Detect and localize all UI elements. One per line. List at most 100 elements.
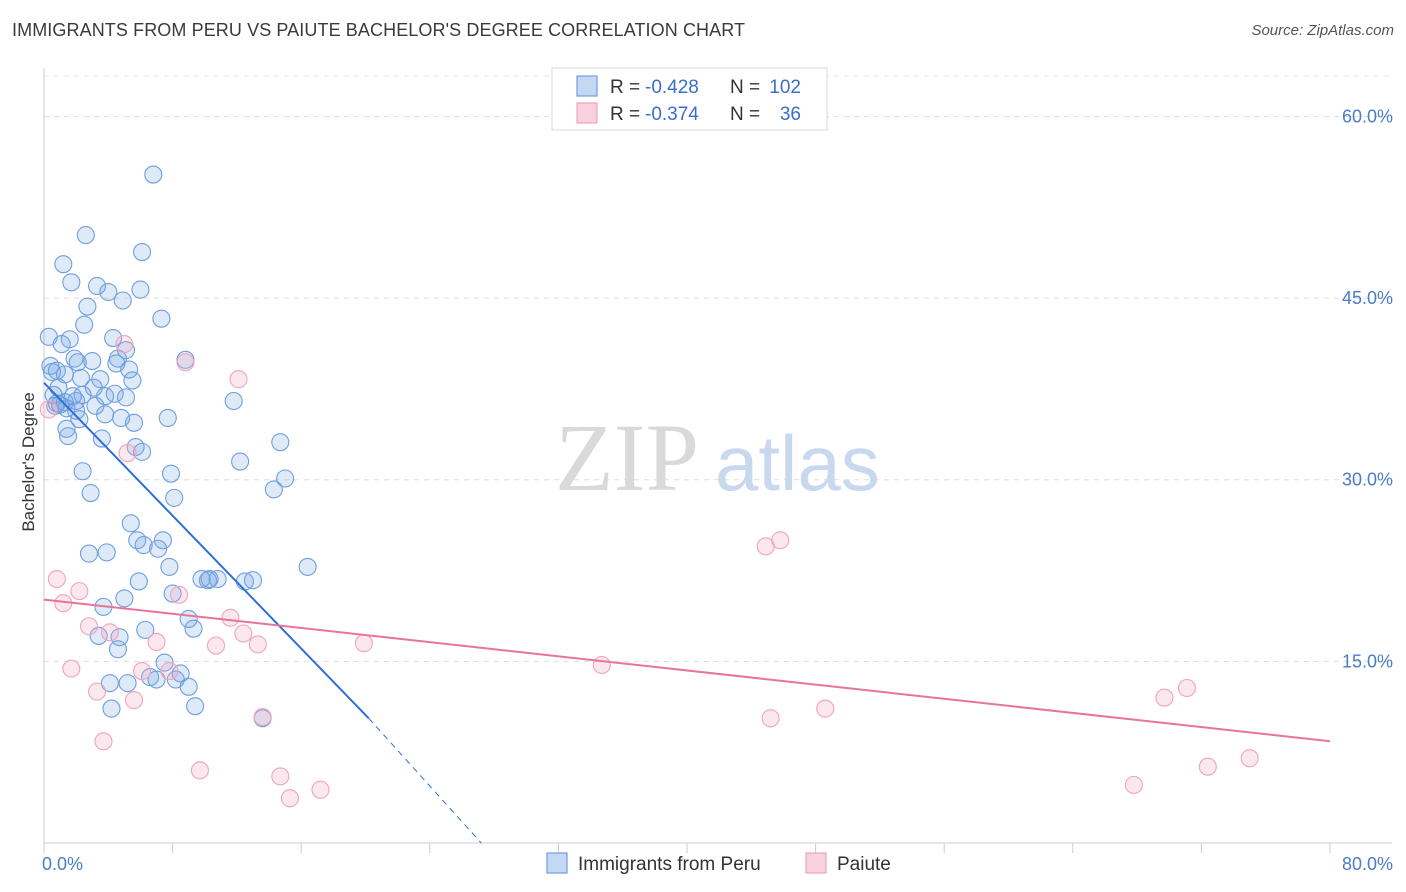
data-points bbox=[39, 165, 1259, 808]
peru-point-59 bbox=[134, 536, 153, 555]
peru-point-32 bbox=[91, 370, 110, 389]
watermark-atlas: atlas bbox=[715, 419, 880, 507]
paiute-point-27 bbox=[354, 634, 373, 653]
paiute-point-35 bbox=[1177, 678, 1196, 698]
legend-swatch-paiute-series bbox=[805, 852, 827, 874]
y-axis-label: Bachelor's Degree bbox=[19, 392, 38, 531]
y-tick-label-2: 45.0% bbox=[1342, 288, 1393, 308]
paiute-trend-line bbox=[43, 598, 1331, 743]
peru-point-18 bbox=[68, 353, 87, 372]
paiute-point-8 bbox=[100, 623, 119, 642]
peru-point-47 bbox=[115, 589, 134, 608]
peru-trend-line bbox=[43, 382, 370, 719]
axes bbox=[43, 68, 1392, 853]
paiute-point-5 bbox=[79, 617, 99, 636]
y-tick-label-1: 30.0% bbox=[1342, 470, 1393, 490]
peru-point-90 bbox=[271, 433, 290, 452]
peru-point-88 bbox=[264, 480, 283, 499]
legend-stats: R = -0.428 N = 102 R = -0.374 N = 36 bbox=[551, 67, 828, 131]
peru-point-70 bbox=[163, 584, 182, 603]
source-label: Source: ZipAtlas.com bbox=[1251, 22, 1394, 39]
peru-point-36 bbox=[97, 543, 116, 562]
paiute-point-7 bbox=[94, 732, 113, 751]
paiute-point-21 bbox=[234, 624, 253, 643]
paiute-point-34 bbox=[1155, 688, 1174, 707]
peru-point-13 bbox=[60, 330, 79, 349]
watermark-zip: ZIP bbox=[555, 404, 699, 511]
paiute-point-17 bbox=[190, 761, 209, 780]
peru-point-73 bbox=[171, 664, 190, 683]
paiute-point-10 bbox=[115, 335, 134, 354]
legend-r-label-paiute: R = bbox=[610, 104, 640, 125]
paiute-point-30 bbox=[771, 531, 790, 550]
peru-point-71 bbox=[165, 488, 184, 507]
peru-point-89 bbox=[276, 469, 295, 488]
paiute-point-6 bbox=[87, 682, 107, 701]
legend-r-label-peru: R = bbox=[610, 77, 640, 98]
paiute-point-14 bbox=[160, 661, 179, 681]
legend-n-value-paiute: 36 bbox=[780, 104, 801, 125]
paiute-point-13 bbox=[147, 632, 166, 652]
peru-point-39 bbox=[102, 699, 121, 718]
peru-point-30 bbox=[87, 276, 107, 296]
peru-point-81 bbox=[208, 569, 227, 589]
paiute-point-23 bbox=[253, 708, 272, 727]
peru-point-58 bbox=[133, 243, 152, 262]
peru-point-38 bbox=[100, 674, 119, 693]
peru-point-44 bbox=[110, 628, 129, 647]
y-tick-label-0: 15.0% bbox=[1342, 651, 1393, 671]
peru-point-51 bbox=[121, 514, 140, 533]
paiute-point-36 bbox=[1198, 757, 1217, 776]
paiute-point-32 bbox=[816, 699, 835, 718]
peru-point-52 bbox=[123, 371, 142, 390]
peru-point-68 bbox=[160, 557, 179, 576]
paiute-point-11 bbox=[124, 691, 144, 710]
peru-point-87 bbox=[243, 571, 263, 590]
peru-point-67 bbox=[158, 408, 177, 428]
paiute-point-31 bbox=[761, 709, 780, 728]
paiute-point-1 bbox=[47, 569, 66, 589]
legend-series: Immigrants from Peru Paiute bbox=[546, 852, 891, 875]
paiute-point-37 bbox=[1240, 749, 1259, 768]
peru-point-100 bbox=[67, 391, 86, 411]
paiute-point-22 bbox=[248, 635, 267, 654]
peru-point-41 bbox=[105, 384, 124, 403]
peru-point-101 bbox=[55, 365, 74, 384]
peru-point-49 bbox=[118, 674, 137, 693]
peru-point-33 bbox=[92, 429, 111, 448]
peru-point-53 bbox=[124, 413, 144, 432]
peru-point-16 bbox=[65, 349, 84, 368]
peru-point-23 bbox=[76, 226, 95, 245]
peru-point-77 bbox=[186, 697, 205, 716]
watermark: ZIP atlas bbox=[555, 404, 880, 511]
peru-point-83 bbox=[224, 391, 243, 411]
paiute-point-12 bbox=[133, 661, 152, 681]
peru-point-95 bbox=[57, 419, 76, 438]
paiute-point-0 bbox=[39, 400, 58, 419]
peru-point-22 bbox=[75, 315, 94, 334]
peru-point-93 bbox=[133, 442, 152, 461]
peru-point-97 bbox=[96, 405, 115, 424]
peru-point-9 bbox=[54, 255, 73, 274]
peru-point-27 bbox=[83, 351, 102, 371]
legend-swatch-paiute bbox=[576, 102, 598, 124]
paiute-point-26 bbox=[311, 780, 330, 799]
peru-point-60 bbox=[136, 620, 155, 639]
legend-label-immigrants-from-peru: Immigrants from Peru bbox=[578, 854, 761, 875]
legend-n-label-peru: N = bbox=[730, 77, 760, 98]
peru-point-57 bbox=[131, 280, 150, 299]
paiute-point-19 bbox=[221, 608, 240, 627]
peru-point-69 bbox=[161, 464, 181, 483]
legend-stats-box bbox=[551, 67, 828, 131]
tick-labels: 15.0% 30.0% 45.0% 60.0% 0.0% 80.0% bbox=[42, 106, 1393, 874]
legend-n-label-paiute: N = bbox=[730, 104, 760, 125]
x-tick-label-min: 0.0% bbox=[42, 854, 83, 874]
paiute-point-18 bbox=[206, 636, 226, 655]
peru-point-50 bbox=[120, 360, 139, 379]
peru-point-46 bbox=[113, 291, 132, 310]
peru-point-15 bbox=[63, 387, 82, 406]
peru-point-92 bbox=[153, 531, 173, 550]
peru-point-63 bbox=[147, 670, 166, 689]
paiute-point-20 bbox=[229, 370, 248, 389]
